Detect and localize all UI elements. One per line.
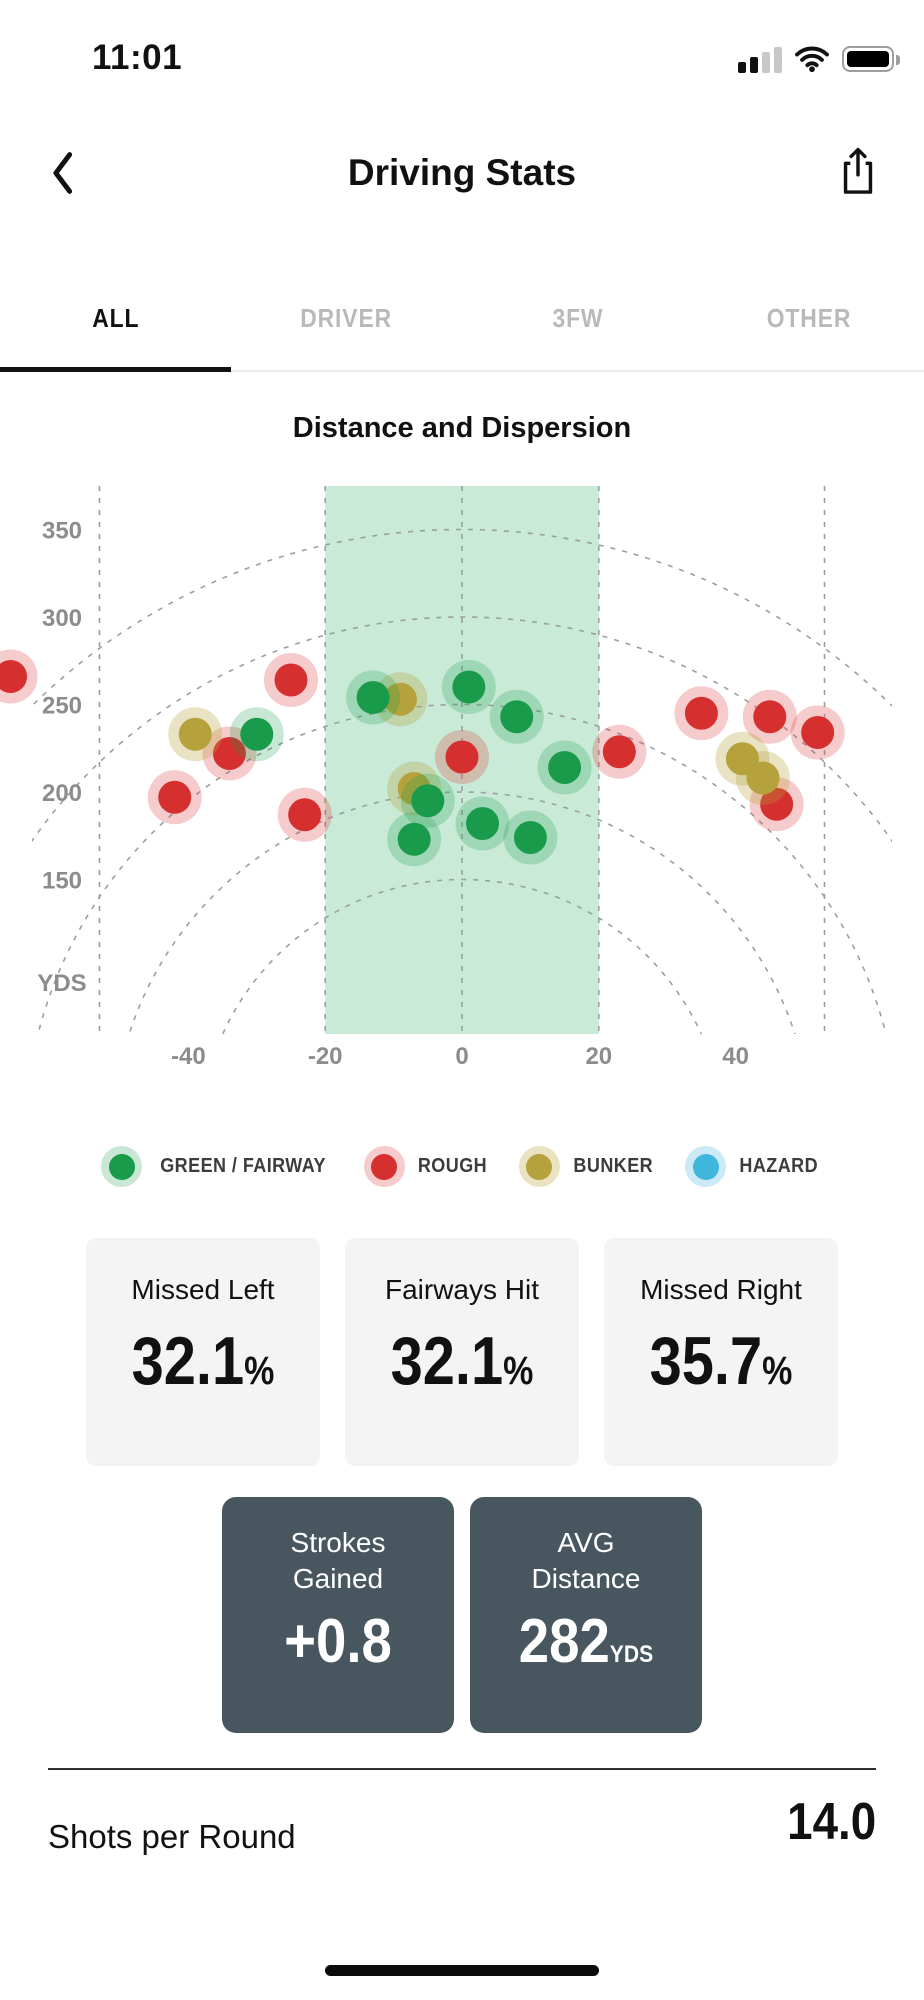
distance-axis-tick: 250 xyxy=(42,693,82,720)
back-button[interactable] xyxy=(40,146,84,200)
shot-dot xyxy=(158,780,192,814)
shot-dot xyxy=(383,682,417,716)
shots-per-round-label: Shots per Round xyxy=(48,1818,296,1855)
chevron-left-icon xyxy=(53,152,73,194)
legend-dot-core xyxy=(692,1153,719,1180)
distance-axis-tick: 350 xyxy=(42,518,82,545)
stat-cards-row: Missed Left 32.1% Fairways Hit 32.1% Mis… xyxy=(86,1238,838,1466)
shot-dot xyxy=(466,807,500,840)
lateral-axis-tick: -40 xyxy=(171,1043,206,1070)
club-filter-tabs: ALL DRIVER 3FW OTHER xyxy=(0,266,924,372)
home-indicator[interactable] xyxy=(325,1965,599,1976)
legend-dot-icon xyxy=(685,1146,727,1187)
stat-value: 32.1% xyxy=(390,1323,534,1399)
stat-label: Missed Left xyxy=(131,1274,275,1305)
distance-axis-tick: 200 xyxy=(42,780,82,807)
share-icon xyxy=(843,147,873,194)
shot-dot xyxy=(801,716,835,749)
lateral-axis-tick: 20 xyxy=(585,1043,612,1070)
hl-label: Strokes Gained xyxy=(290,1527,386,1595)
tab-3fw[interactable]: 3FW xyxy=(552,302,603,333)
shot-dot xyxy=(411,784,445,818)
hl-label: AVG Distance xyxy=(531,1527,641,1595)
legend-label: BUNKER xyxy=(573,1155,653,1177)
lateral-axis-tick: -20 xyxy=(308,1043,343,1070)
stat-label: Missed Right xyxy=(640,1274,802,1305)
legend-dot-core xyxy=(371,1153,398,1180)
legend-item-hazard: HAZARD xyxy=(685,1146,822,1187)
tab-all[interactable]: ALL xyxy=(0,266,231,372)
shot-dot xyxy=(397,822,431,856)
legend-dot-core xyxy=(526,1153,553,1180)
strokes-gained-card: Strokes Gained +0.8 xyxy=(222,1497,454,1733)
distance-axis-unit: YDS xyxy=(37,970,86,997)
shot-dot xyxy=(240,717,274,751)
stat-value: 32.1% xyxy=(131,1323,275,1399)
shot-dot xyxy=(452,670,486,704)
stat-label: Fairways Hit xyxy=(384,1274,539,1305)
shot-dot xyxy=(760,787,794,821)
lateral-axis-tick: 0 xyxy=(455,1043,468,1070)
share-button[interactable] xyxy=(830,138,886,204)
stat-card-missed-right: Missed Right 35.7% xyxy=(604,1238,838,1466)
highlight-cards-row: Strokes Gained +0.8 AVG Distance 282YDS xyxy=(0,1497,924,1733)
shot-dot xyxy=(602,735,636,769)
stat-card-fairways-hit: Fairways Hit 32.1% xyxy=(345,1238,579,1466)
distance-rings xyxy=(32,528,892,1034)
legend-label: ROUGH xyxy=(417,1155,487,1177)
footer-divider xyxy=(48,1768,876,1770)
legend-label: HAZARD xyxy=(739,1155,819,1177)
lateral-axis-tick: 40 xyxy=(722,1043,749,1070)
stat-card-missed-left: Missed Left 32.1% xyxy=(86,1238,320,1466)
shot-dot xyxy=(356,681,390,714)
shot-dot xyxy=(274,663,308,697)
shot-dot xyxy=(548,751,582,784)
series-green-fairway xyxy=(229,660,592,867)
cellular-signal-icon xyxy=(738,46,782,73)
hl-value: 282YDS xyxy=(518,1606,654,1676)
tab-driver[interactable]: DRIVER xyxy=(300,302,393,333)
shot-dot xyxy=(746,761,780,795)
shot-dot xyxy=(178,717,212,751)
shot-dot xyxy=(753,700,787,734)
legend-dot-icon xyxy=(101,1146,143,1187)
shot-dot xyxy=(212,737,246,770)
shot-dot xyxy=(0,660,28,693)
status-time: 11:01 xyxy=(92,38,183,77)
distance-axis-tick: 300 xyxy=(42,605,82,632)
status-icons xyxy=(738,44,900,74)
legend-item-rough: ROUGH xyxy=(363,1146,491,1187)
chart-title: Distance and Dispersion xyxy=(292,412,632,444)
chart-legend: GREEN / FAIRWAY ROUGH BUNKER HAZARD xyxy=(0,1146,924,1187)
legend-dot-icon xyxy=(518,1146,560,1187)
legend-label: GREEN / FAIRWAY xyxy=(160,1155,327,1177)
distance-axis-tick: 150 xyxy=(42,868,82,895)
shot-dot xyxy=(288,798,322,832)
shot-dot xyxy=(445,740,479,774)
legend-dot-core xyxy=(108,1153,135,1180)
legend-item-bunker: BUNKER xyxy=(518,1146,658,1187)
shots-per-round-value: 14.0 xyxy=(786,1793,876,1851)
dispersion-chart: 150 200 250 300 350 YDS -40 -20 0 20 40 xyxy=(0,486,892,1070)
stat-value: 35.7% xyxy=(649,1323,793,1399)
battery-icon xyxy=(842,46,900,72)
legend-dot-icon xyxy=(363,1146,405,1187)
avg-distance-card: AVG Distance 282YDS xyxy=(470,1497,702,1733)
page-title: Driving Stats xyxy=(347,152,577,193)
series-bunker xyxy=(168,672,790,816)
shot-dot xyxy=(684,696,718,730)
series-rough xyxy=(0,649,845,842)
legend-item-green-fairway: GREEN / FAIRWAY xyxy=(101,1146,335,1187)
tab-other[interactable]: OTHER xyxy=(766,302,851,333)
shot-dot xyxy=(500,700,534,734)
shot-dot xyxy=(513,821,547,854)
wifi-icon xyxy=(795,46,829,73)
hl-value: +0.8 xyxy=(284,1606,392,1676)
